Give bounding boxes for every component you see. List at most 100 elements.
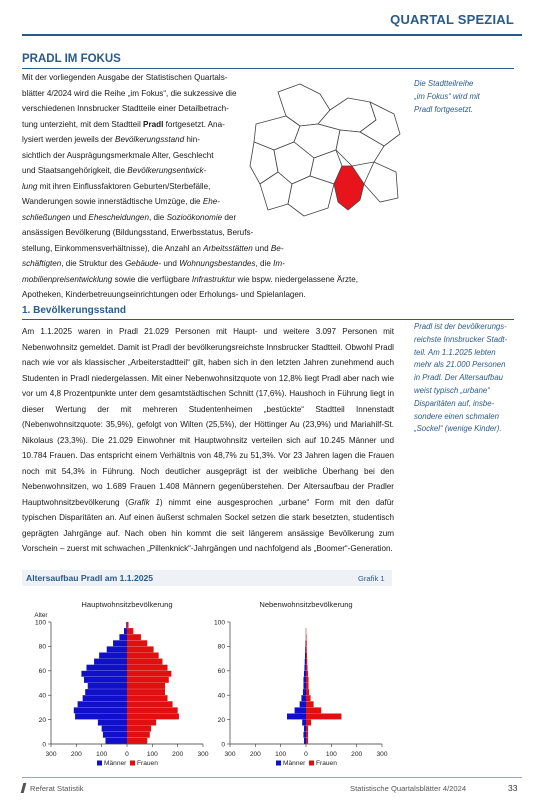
bar-maenner xyxy=(101,725,127,732)
x-tick-label: 300 xyxy=(45,751,56,758)
bar-maenner xyxy=(303,683,306,689)
y-tick-label: 20 xyxy=(39,717,47,724)
bar-frauen xyxy=(306,719,312,726)
y-tick-label: 40 xyxy=(218,693,226,700)
x-tick-label: 100 xyxy=(275,751,286,758)
bar-frauen xyxy=(127,731,150,738)
bar-frauen xyxy=(127,695,168,702)
bar-frauen xyxy=(127,622,129,628)
intro-paragraph: Mit der vorliegenden Ausgabe der Statist… xyxy=(22,70,260,225)
bar-frauen xyxy=(306,658,308,665)
bar-frauen xyxy=(127,664,168,671)
bar-frauen xyxy=(306,701,314,708)
header-divider xyxy=(22,34,522,36)
section-divider xyxy=(22,68,514,69)
footer-left: Referat Statistik xyxy=(30,784,84,793)
y-tick-label: 20 xyxy=(218,717,226,724)
bar-frauen xyxy=(127,713,179,720)
chart-header-band xyxy=(22,570,392,586)
y-tick-label: 60 xyxy=(218,668,226,675)
bar-maenner xyxy=(86,664,127,671)
bar-maenner xyxy=(304,658,306,665)
bar-frauen xyxy=(127,701,173,708)
bar-maenner xyxy=(299,701,306,708)
intro-line: schäftigten, die Struktur des Gebäude- u… xyxy=(22,259,285,268)
y-tick-label: 0 xyxy=(42,741,46,748)
bar-maenner xyxy=(304,664,306,671)
y-axis-label: Alter xyxy=(34,612,48,619)
legend-label-maenner: Männer xyxy=(104,760,127,767)
chart-title: Altersaufbau Pradl am 1.1.2025 xyxy=(26,573,154,583)
intro-line: mobilienpreisentwicklung sowie die verfü… xyxy=(22,274,359,284)
bar-maenner xyxy=(305,640,306,647)
margin-note-2: Pradl ist der bevölkerungs- reichste Inn… xyxy=(414,322,508,434)
intro-paragraph-cont: ansässigen Bevölkerung (Bildungsstand, E… xyxy=(22,225,402,303)
bar-frauen xyxy=(306,731,309,738)
chart-grafik-label: Grafik 1 xyxy=(358,574,385,583)
bar-maenner xyxy=(303,731,306,738)
bar-maenner xyxy=(102,731,127,738)
bar-frauen xyxy=(306,676,309,683)
bar-frauen xyxy=(127,628,134,634)
legend-swatch-frauen xyxy=(130,760,135,766)
bar-maenner xyxy=(75,713,127,720)
bar-maenner xyxy=(303,737,306,744)
bar-frauen xyxy=(127,725,152,732)
bar-frauen xyxy=(306,725,309,732)
x-tick-label: 0 xyxy=(304,751,308,758)
intro-line: Wanderungen sowie innerstädtische Umzüge… xyxy=(22,197,220,206)
bar-maenner xyxy=(302,719,306,726)
x-tick-label: 200 xyxy=(172,751,183,758)
bar-frauen xyxy=(306,695,311,702)
page-number: 33 xyxy=(508,783,518,793)
x-tick-label: 300 xyxy=(376,751,387,758)
bar-maenner xyxy=(126,622,127,628)
y-tick-label: 0 xyxy=(221,741,225,748)
bar-frauen xyxy=(127,683,165,689)
bar-frauen xyxy=(127,634,141,641)
y-tick-label: 100 xyxy=(35,619,46,626)
footer-publication: Statistische Quartalsblätter 4/2024 xyxy=(350,784,467,793)
bar-maenner xyxy=(97,719,127,726)
bar-maenner xyxy=(106,646,127,653)
bar-frauen xyxy=(127,670,172,677)
bar-maenner xyxy=(77,701,127,708)
intro-line: lung mit ihren Einflussfaktoren Geburten… xyxy=(22,181,211,191)
bar-maenner xyxy=(87,683,127,689)
bar-maenner xyxy=(99,652,127,659)
bar-maenner xyxy=(303,676,306,683)
x-tick-label: 200 xyxy=(71,751,82,758)
bar-frauen xyxy=(306,713,342,720)
map-district xyxy=(363,161,399,203)
bar-maenner xyxy=(302,689,306,695)
grafik-reference: Grafik 1 xyxy=(128,497,160,507)
bar-maenner xyxy=(304,652,306,659)
intro-line: blätter 4/2024 wird die Reihe „im Fokus“… xyxy=(22,88,237,98)
bar-frauen xyxy=(127,707,178,714)
map-district xyxy=(287,175,335,217)
bar-frauen xyxy=(306,664,308,671)
bar-frauen xyxy=(127,658,163,665)
bar-maenner xyxy=(287,713,306,720)
intro-line: lysiert werden jeweils der Bevölkerungss… xyxy=(22,135,200,144)
body-paragraph: Am 1.1.2025 waren in Pradl 21.029 Person… xyxy=(22,327,395,553)
bar-maenner xyxy=(73,707,127,714)
highlight-pradl: Pradl xyxy=(143,119,164,129)
y-tick-label: 80 xyxy=(218,644,226,651)
bar-frauen xyxy=(306,640,307,647)
bar-maenner xyxy=(119,634,127,641)
legend-label-frauen: Frauen xyxy=(137,760,158,767)
x-tick-label: 200 xyxy=(250,751,261,758)
intro-line: schließungen und Ehescheidungen, die Soz… xyxy=(22,212,237,222)
intro-line: tung unterzieht, mit dem Stadtteil Pradl… xyxy=(22,119,225,129)
intro-line: stellung, Einkommensverhältnisse), die A… xyxy=(22,243,284,253)
bar-maenner xyxy=(303,725,306,732)
bar-frauen xyxy=(306,634,307,641)
y-tick-label: 100 xyxy=(214,619,225,626)
legend-swatch-maenner xyxy=(97,760,102,766)
intro-line: sichtlich der Ausprägungsmerkmale Alter,… xyxy=(22,150,214,160)
x-tick-label: 300 xyxy=(197,751,208,758)
x-tick-label: 200 xyxy=(351,751,362,758)
intro-line: ansässigen Bevölkerung (Bildungsstand, E… xyxy=(22,228,254,237)
bar-maenner xyxy=(294,707,306,714)
